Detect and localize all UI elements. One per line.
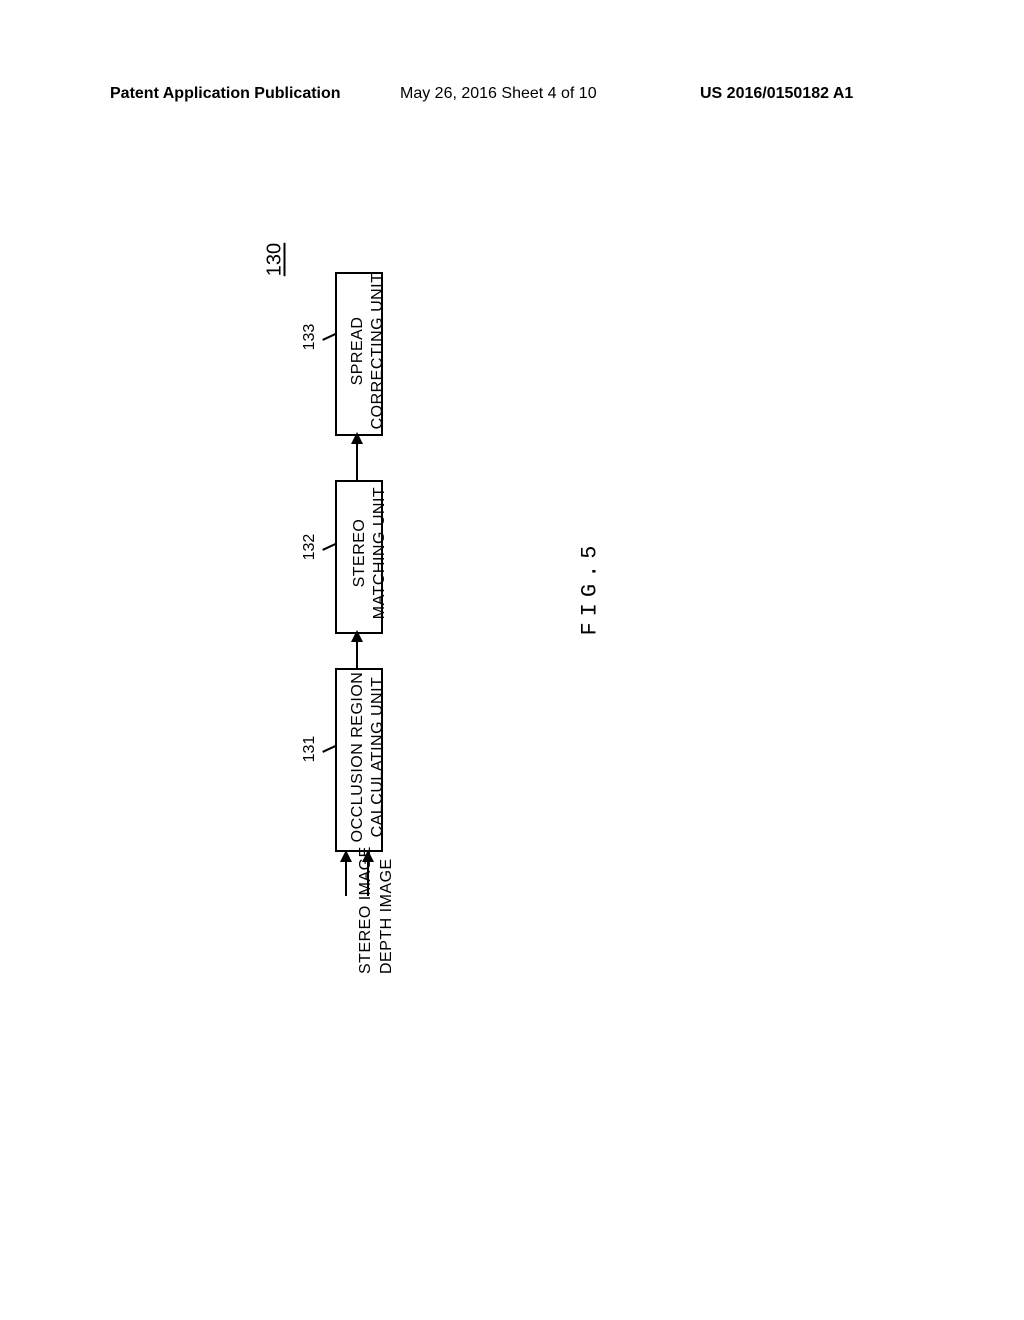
arrow-1to2-line <box>356 642 358 668</box>
block3-line1: SPREAD <box>349 261 367 441</box>
input-top-label: STEREO IMAGE <box>357 804 375 974</box>
block1-ref: 131 <box>301 729 319 769</box>
input-arrow-2-head <box>362 850 374 862</box>
block2-line2: MATCHING UNIT <box>371 463 389 643</box>
block1-ref-tick <box>322 745 336 753</box>
patent-figure-page: Patent Application Publication May 26, 2… <box>0 0 1024 1320</box>
arrow-1to2-head <box>351 630 363 642</box>
block2-ref-tick <box>322 543 336 551</box>
input-bottom-label: DEPTH IMAGE <box>378 804 396 974</box>
header-left: Patent Application Publication <box>110 85 341 103</box>
block3-ref: 133 <box>301 317 319 357</box>
system-ref-label: 130 <box>264 240 287 280</box>
block2-ref: 132 <box>301 527 319 567</box>
input-arrow-1-line <box>345 862 347 896</box>
input-arrow-2-line <box>367 862 369 896</box>
block3-ref-tick <box>322 333 336 341</box>
input-arrow-1-head <box>340 850 352 862</box>
arrow-2to3-head <box>351 432 363 444</box>
arrow-2to3-line <box>356 444 358 480</box>
header-right: US 2016/0150182 A1 <box>700 85 853 103</box>
block3-line2: CORRECTING UNIT <box>369 261 387 441</box>
block2-line1: STEREO <box>351 463 369 643</box>
figure-caption: FIG.5 <box>578 528 603 648</box>
header-center: May 26, 2016 Sheet 4 of 10 <box>400 85 597 103</box>
